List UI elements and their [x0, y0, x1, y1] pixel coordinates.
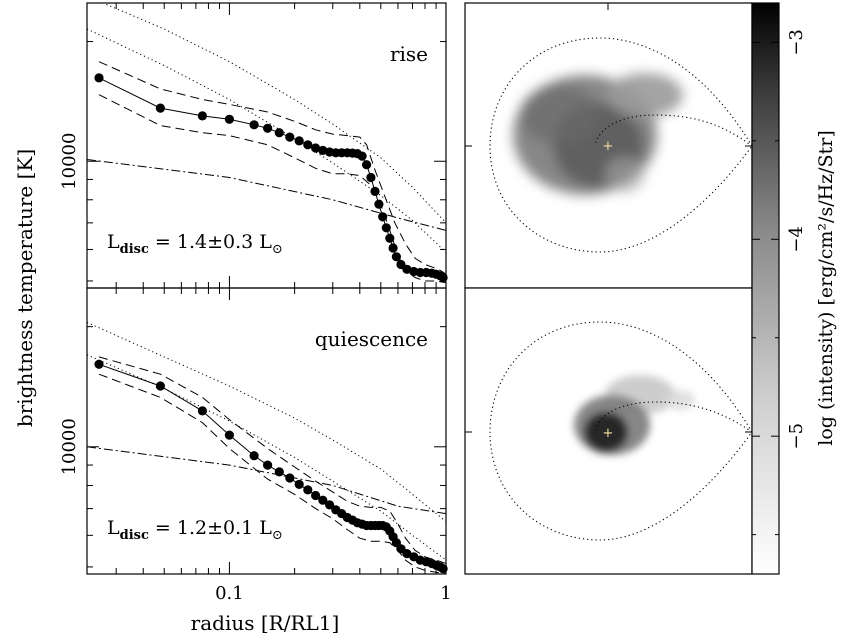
x-tick-label: 0.1	[215, 583, 244, 604]
dotted-lower-curve	[87, 354, 446, 561]
data-point	[402, 264, 412, 274]
panel-frame	[86, 287, 447, 575]
data-point	[318, 495, 328, 505]
data-point	[224, 114, 234, 124]
data-point	[311, 143, 321, 153]
y-axis-label: brightness temperature [K]	[13, 149, 37, 427]
data-point	[370, 186, 380, 196]
stream-trajectory-quiescence	[595, 401, 753, 433]
intensity-blob-quiescence	[574, 375, 695, 455]
colorbar-scale	[751, 2, 780, 575]
data-point	[249, 120, 259, 130]
upper-error-curve	[98, 61, 446, 275]
intensity-map-quiescence: +	[464, 287, 753, 575]
data-point	[303, 140, 313, 150]
temperature-profile-panels: 10000 rise Ldisc = 1.4±0.3 L⊙ 10000 quiescen…	[59, 2, 452, 604]
data-point	[263, 123, 273, 133]
data-point	[391, 252, 401, 262]
dashdot-curve	[87, 446, 446, 515]
colorbar-tick-label: −4	[786, 226, 807, 253]
star-marker-quiescence: +	[603, 426, 614, 441]
data-point	[94, 73, 104, 83]
colorbar-tick-label: −3	[786, 29, 807, 56]
data-point	[357, 151, 367, 161]
panel-label: rise	[390, 42, 428, 66]
x-axis-label: radius [R/RL1]	[191, 611, 340, 635]
panel-quiescence: 10000 quiescence Ldisc = 1.2±0.1 L⊙	[59, 287, 448, 575]
colorbar-label: log (intensity) [erg/cm²/s/Hz/Str]	[815, 130, 837, 445]
y-tick-label: 10000	[59, 418, 80, 475]
data-point	[294, 479, 304, 489]
data-point	[294, 136, 304, 146]
data-point	[402, 549, 412, 559]
data-point	[325, 500, 335, 510]
y-tick-label: 10000	[59, 133, 80, 190]
stream-trajectory-rise	[594, 114, 753, 147]
data-point	[303, 485, 313, 495]
colorbar-ticks: −3 −4 −5	[752, 29, 807, 536]
intensity-map-rise: +	[464, 2, 753, 289]
data-point	[374, 199, 384, 209]
data-point	[155, 381, 165, 391]
colorbar: −3 −4 −5 log (intensity) [erg/cm²/s/Hz/Str…	[751, 2, 837, 575]
luminosity-annotation: Ldisc = 1.2±0.1 L⊙	[107, 517, 283, 543]
intensity-blob-rise	[513, 73, 683, 195]
roche-lobe-quiescence	[489, 321, 753, 541]
panel-rise: 10000 rise Ldisc = 1.4±0.3 L⊙	[59, 2, 448, 289]
upper-error-curve	[98, 356, 446, 564]
data-point	[263, 460, 273, 470]
data-point	[155, 103, 165, 113]
lower-error-curve	[98, 373, 446, 574]
lower-error-curve	[98, 94, 446, 284]
data-point	[381, 223, 391, 233]
dotted-upper-curve	[87, 321, 446, 522]
data-point	[285, 132, 295, 142]
data-point	[274, 128, 284, 138]
star-marker-rise: +	[603, 139, 614, 154]
data-point	[285, 473, 295, 483]
dashdot-curve	[87, 159, 446, 231]
data-point	[249, 451, 259, 461]
data-point	[224, 430, 234, 440]
data-point	[366, 172, 376, 183]
data-point	[362, 160, 372, 170]
roche-lobe-rise	[489, 37, 753, 253]
data-point	[274, 467, 284, 477]
data-point	[311, 490, 321, 501]
data-point	[385, 233, 395, 243]
panel-label: quiescence	[315, 327, 428, 351]
data-point	[94, 359, 104, 369]
data-point	[197, 111, 207, 121]
data-point	[378, 212, 388, 222]
x-tick-label: 1	[440, 583, 451, 604]
data-point	[197, 406, 207, 416]
data-point	[388, 243, 398, 253]
dotted-lower-curve	[87, 28, 446, 253]
colorbar-tick-label: −5	[786, 423, 807, 450]
luminosity-annotation: Ldisc = 1.4±0.3 L⊙	[107, 231, 283, 257]
